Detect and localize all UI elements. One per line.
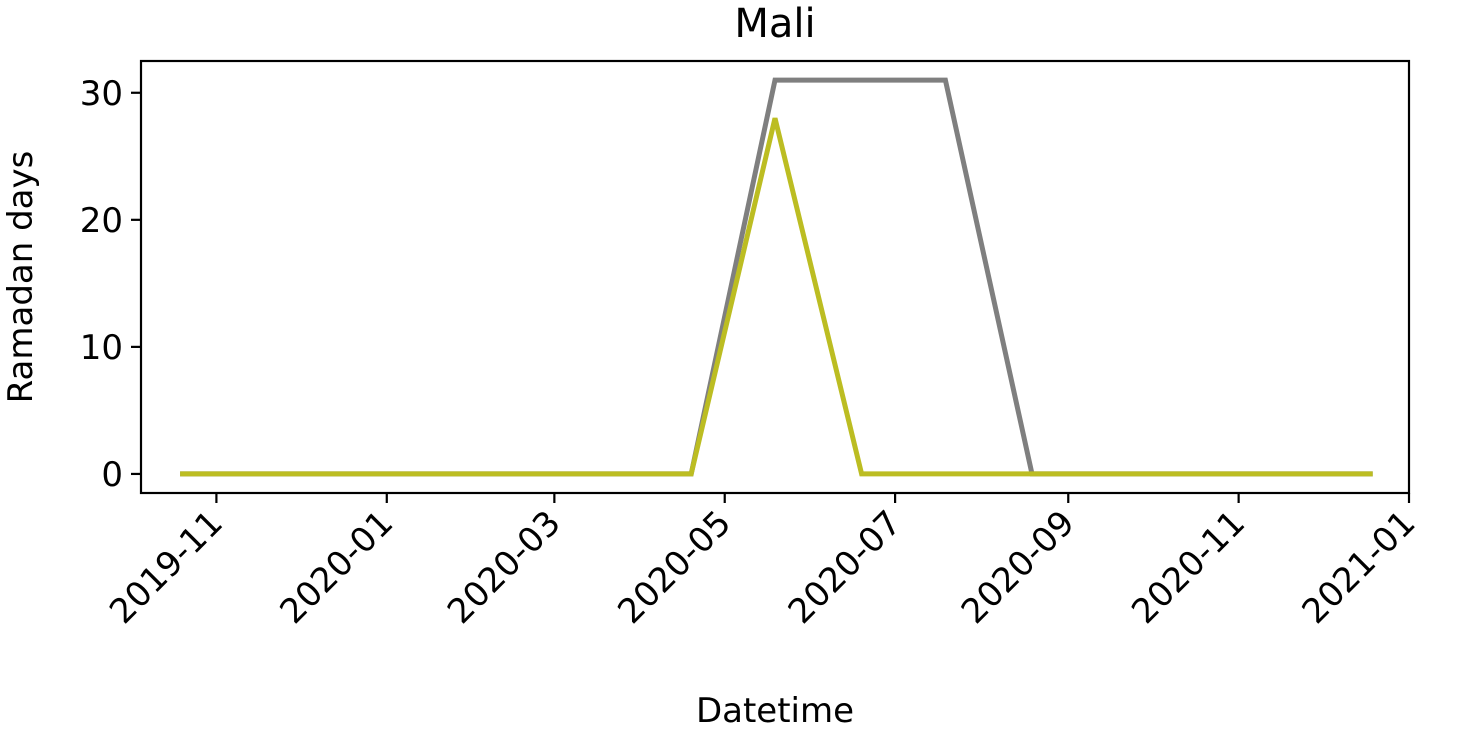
x-tick-label: 2020-03 — [440, 503, 569, 632]
x-axis-label: Datetime — [696, 691, 854, 731]
x-tick-label: 2021-01 — [1295, 503, 1424, 632]
series-line-2 — [180, 117, 1373, 477]
y-tick-label: 20 — [80, 201, 123, 241]
y-tick-label: 10 — [80, 328, 123, 368]
chart-title: Mali — [734, 1, 815, 47]
series-line-1 — [180, 77, 1373, 477]
x-tick-label: 2019-11 — [102, 503, 231, 632]
plot-frame — [139, 59, 1411, 495]
x-axis: 2019-11 2020-01 2020-03 2020-05 2020-07 2020-… — [102, 493, 1423, 632]
x-tick-label: 2020-01 — [272, 503, 401, 632]
x-tick-label: 2020-09 — [954, 503, 1083, 632]
x-tick-label: 2020-07 — [781, 503, 910, 632]
series-lines — [180, 77, 1373, 477]
y-axis: 0 10 20 30 — [80, 74, 141, 495]
x-tick-label: 2020-05 — [610, 503, 739, 632]
y-tick-label: 30 — [80, 74, 123, 114]
y-tick-label: 0 — [101, 455, 123, 495]
y-axis-label: Ramadan days — [1, 151, 41, 404]
x-tick-label: 2020-11 — [1124, 503, 1253, 632]
